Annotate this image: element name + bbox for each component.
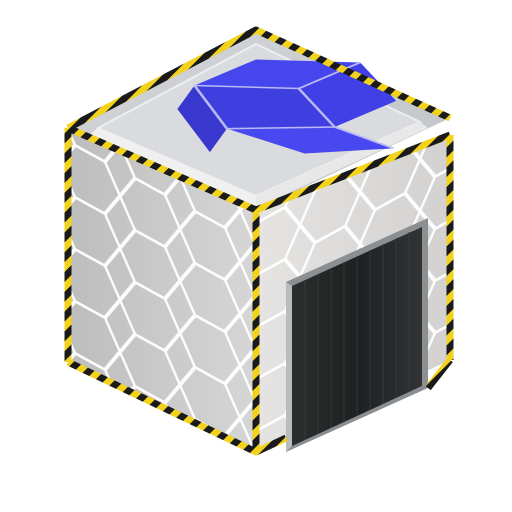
garage-door[interactable] (286, 218, 428, 452)
open-box-icon (177, 59, 397, 154)
hazard-stripe-edges (64, 26, 454, 456)
